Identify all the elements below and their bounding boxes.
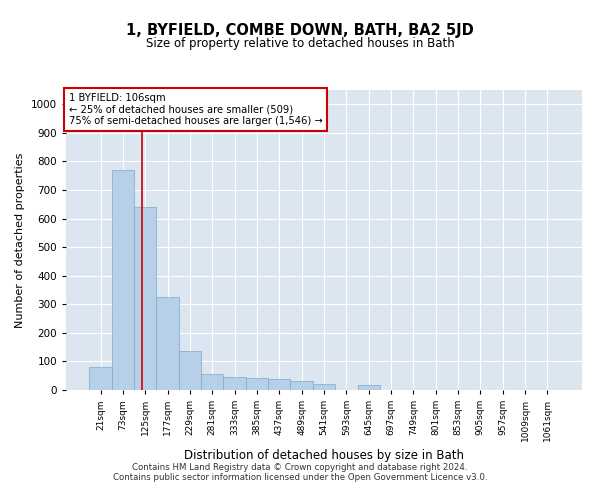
Bar bbox=[223, 376, 246, 390]
Text: Contains HM Land Registry data © Crown copyright and database right 2024.: Contains HM Land Registry data © Crown c… bbox=[132, 462, 468, 471]
Bar bbox=[89, 367, 112, 390]
Bar bbox=[358, 385, 380, 390]
Text: Contains public sector information licensed under the Open Government Licence v3: Contains public sector information licen… bbox=[113, 472, 487, 482]
Y-axis label: Number of detached properties: Number of detached properties bbox=[15, 152, 25, 328]
Bar bbox=[246, 378, 268, 390]
Bar bbox=[313, 384, 335, 390]
Bar bbox=[157, 297, 179, 390]
Text: 1, BYFIELD, COMBE DOWN, BATH, BA2 5JD: 1, BYFIELD, COMBE DOWN, BATH, BA2 5JD bbox=[126, 22, 474, 38]
Text: 1 BYFIELD: 106sqm
← 25% of detached houses are smaller (509)
75% of semi-detache: 1 BYFIELD: 106sqm ← 25% of detached hous… bbox=[68, 93, 322, 126]
Bar bbox=[112, 170, 134, 390]
Bar bbox=[134, 207, 157, 390]
Bar bbox=[290, 382, 313, 390]
X-axis label: Distribution of detached houses by size in Bath: Distribution of detached houses by size … bbox=[184, 450, 464, 462]
Bar bbox=[201, 374, 223, 390]
Bar bbox=[179, 352, 201, 390]
Bar bbox=[268, 380, 290, 390]
Text: Size of property relative to detached houses in Bath: Size of property relative to detached ho… bbox=[146, 38, 454, 51]
